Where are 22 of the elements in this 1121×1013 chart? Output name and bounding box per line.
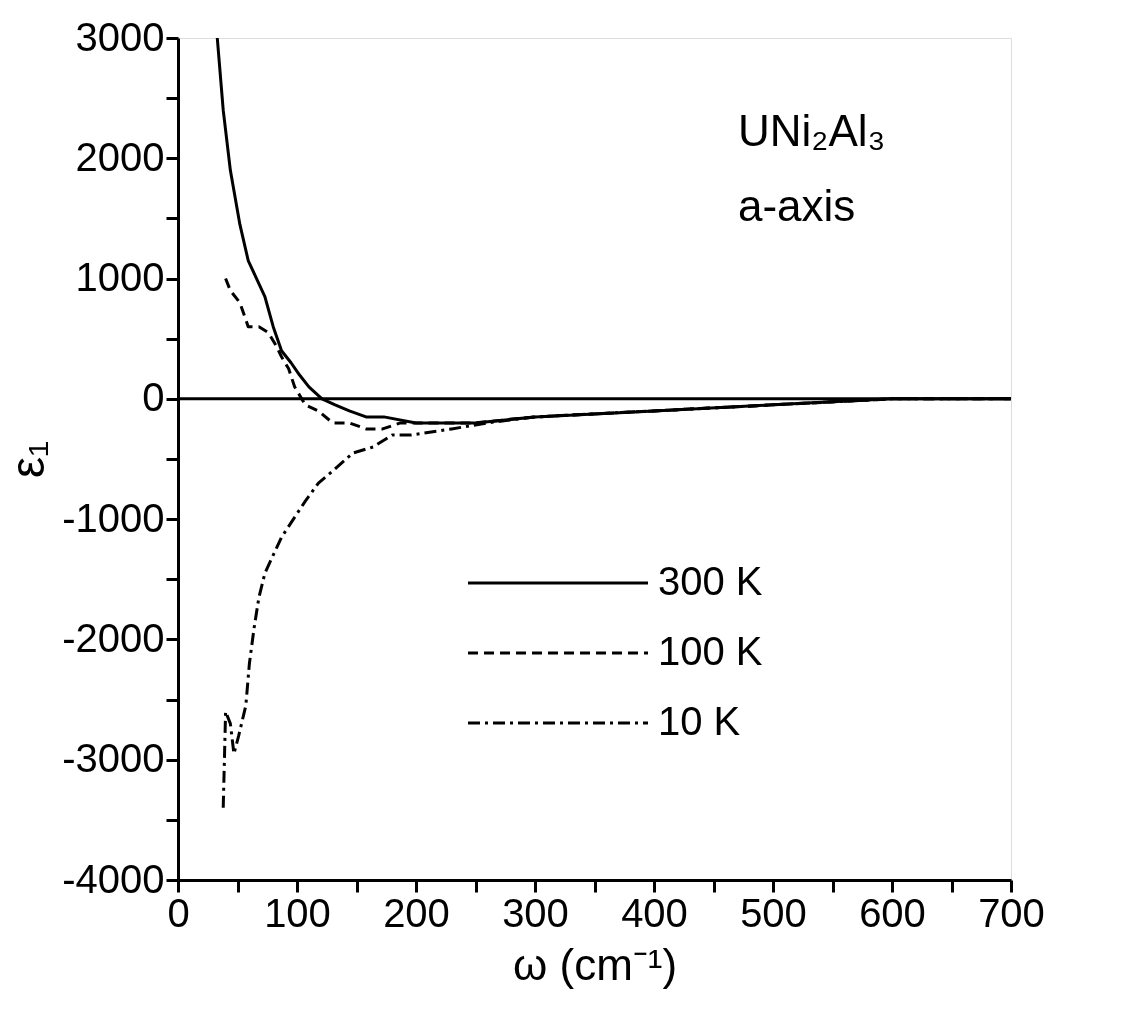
y-tick-label: 2000 — [75, 134, 165, 179]
annotation: a-axis — [738, 181, 856, 230]
x-tick-label: 100 — [264, 890, 331, 935]
y-tick-label: -1000 — [62, 495, 165, 540]
legend-label: 100 K — [658, 629, 763, 673]
x-tick-label: 300 — [502, 890, 569, 935]
y-tick-label: 3000 — [75, 14, 165, 59]
x-tick-label: 700 — [978, 890, 1045, 935]
y-tick-label: 1000 — [75, 255, 165, 300]
y-tick-label: -4000 — [62, 856, 165, 901]
x-tick-label: 400 — [621, 890, 688, 935]
x-axis-title: ω (cm⁻¹) — [512, 939, 678, 989]
annotation: UNi₂Al₃ — [738, 106, 886, 155]
y-tick-label: -2000 — [62, 615, 165, 660]
y-axis-title: ε₁ — [1, 440, 55, 479]
legend-label: 10 K — [658, 699, 741, 743]
x-tick-label: 200 — [383, 890, 450, 935]
y-tick-label: -3000 — [62, 736, 165, 781]
x-tick-label: 600 — [859, 890, 926, 935]
x-tick-label: 500 — [740, 890, 807, 935]
legend-label: 300 K — [658, 559, 763, 603]
y-tick-label: 0 — [142, 375, 165, 420]
